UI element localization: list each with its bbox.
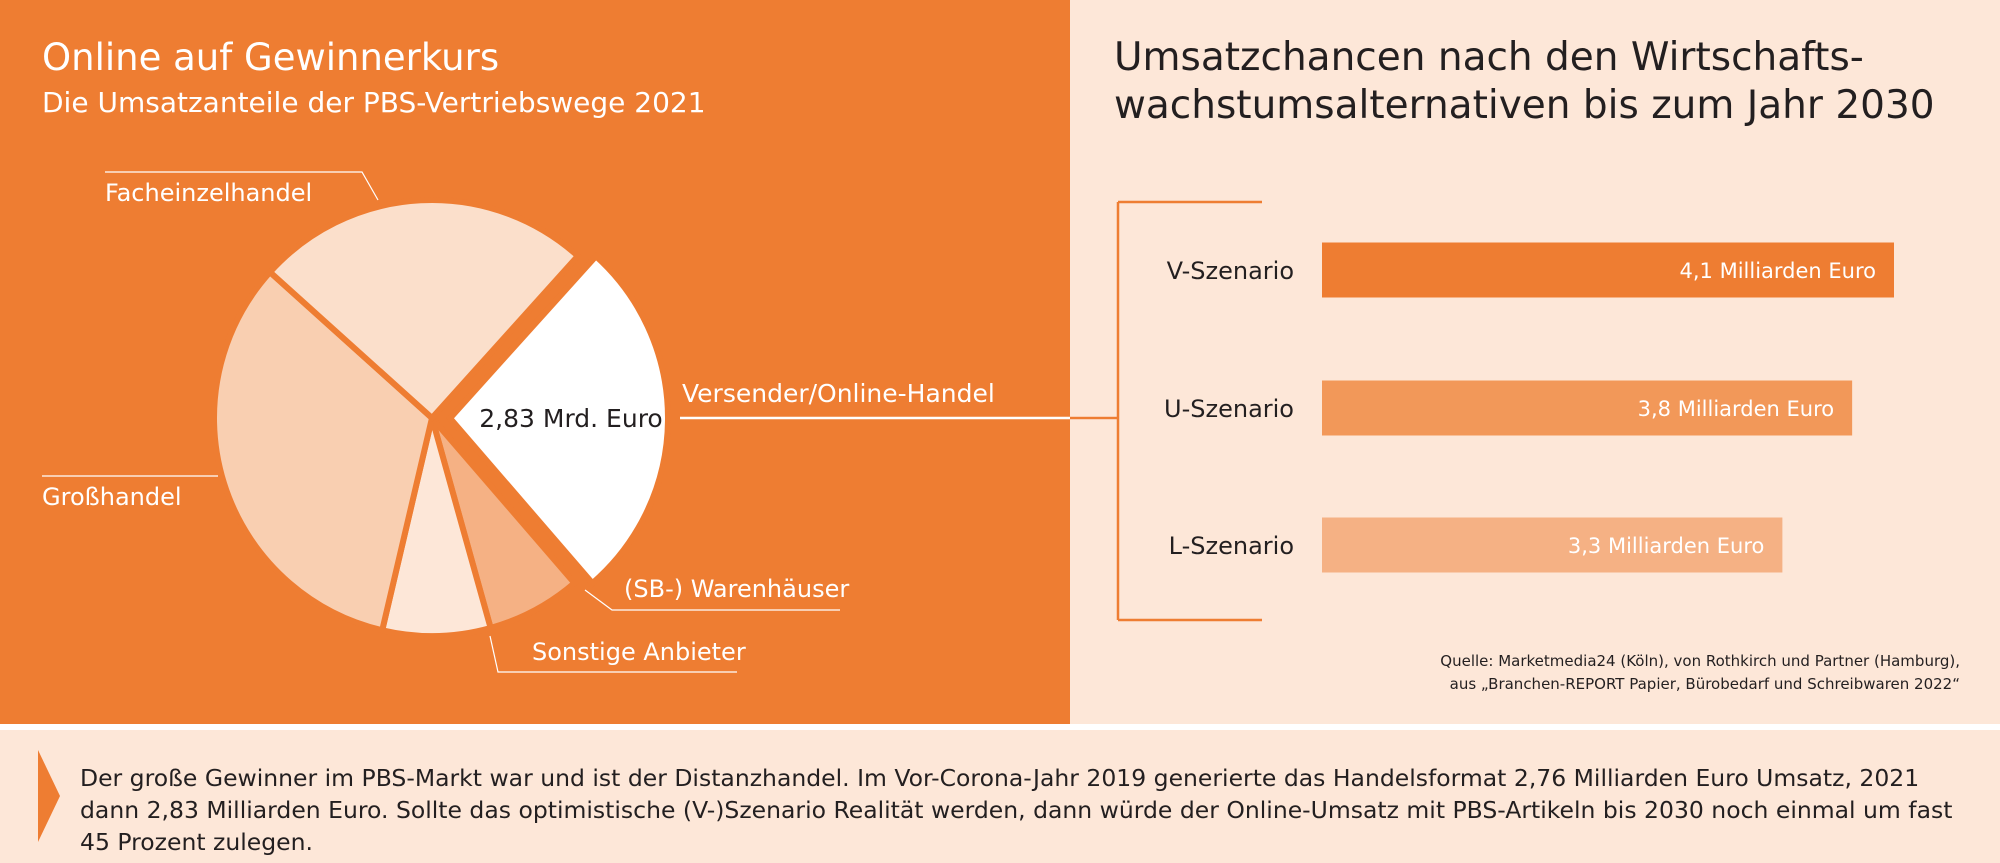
summary-panel — [0, 730, 2000, 863]
label-grosshandel: Großhandel — [42, 483, 182, 511]
bar-chart: 4,1 Milliarden Euro V-Szenario 3,8 Milliar… — [1070, 200, 1894, 622]
chart-canvas: Facheinzelhandel Großhandel Versender/On… — [42, 171, 1894, 673]
label-warenhaeuser: (SB-) Warenhäuser — [624, 575, 849, 603]
bar-chart-title-line-1: Umsatzchancen nach den Wirtschafts- — [1114, 35, 1864, 80]
bar-value-label-v: 4,1 Milliarden Euro — [1680, 259, 1877, 283]
bar-l-szenario — [1322, 517, 1783, 573]
bar-value-label-l: 3,3 Milliarden Euro — [1568, 534, 1765, 558]
pie-slice-grosshandel — [211, 267, 436, 634]
bar-chart-title-line-2: wachstumsalternativen bis zum Jahr 2030 — [1114, 83, 1935, 128]
divider — [0, 724, 2000, 730]
leader-line-warenhaeuser — [584, 589, 840, 611]
label-online: Versender/Online-Handel — [682, 379, 995, 408]
label-sonstige: Sonstige Anbieter — [532, 638, 746, 666]
online-value-label: 2,83 Mrd. Euro — [479, 404, 662, 433]
pie-slice-online — [445, 251, 671, 588]
label-facheinzelhandel: Facheinzelhandel — [105, 179, 312, 207]
source-note: Quelle: Marketmedia24 (Köln), von Rothki… — [1440, 650, 1960, 696]
category-label-u: U-Szenario — [1164, 395, 1294, 423]
summary-text: Der große Gewinner im PBS-Markt war und … — [80, 764, 1953, 856]
pie-slice-facheinzelhandel — [265, 197, 583, 423]
source-line-2: aus „Branchen-REPORT Papier, Bürobedarf … — [1449, 675, 1960, 693]
category-label-l: L-Szenario — [1169, 532, 1294, 560]
pie-labels: Facheinzelhandel Großhandel Versender/On… — [42, 171, 1118, 673]
bar-value-label-u: 3,8 Milliarden Euro — [1638, 397, 1835, 421]
pie-title: Online auf Gewinnerkurs — [42, 36, 500, 79]
pie-subtitle: Die Umsatzanteile der PBS-Vertriebswege … — [42, 86, 706, 119]
bar-chart-title: Umsatzchancen nach den Wirtschafts- wach… — [1114, 34, 1954, 130]
category-label-v: V-Szenario — [1167, 257, 1294, 285]
bar-u-szenario — [1322, 380, 1853, 436]
bar-v-szenario — [1322, 242, 1894, 298]
leader-line-facheinzelhandel — [105, 171, 379, 201]
source-line-1: Quelle: Marketmedia24 (Köln), von Rothki… — [1440, 652, 1960, 670]
bar-panel — [1070, 0, 2000, 724]
arrow-marker-icon — [38, 750, 60, 842]
leader-line-sonstige — [489, 635, 737, 673]
pie-chart — [211, 197, 671, 639]
